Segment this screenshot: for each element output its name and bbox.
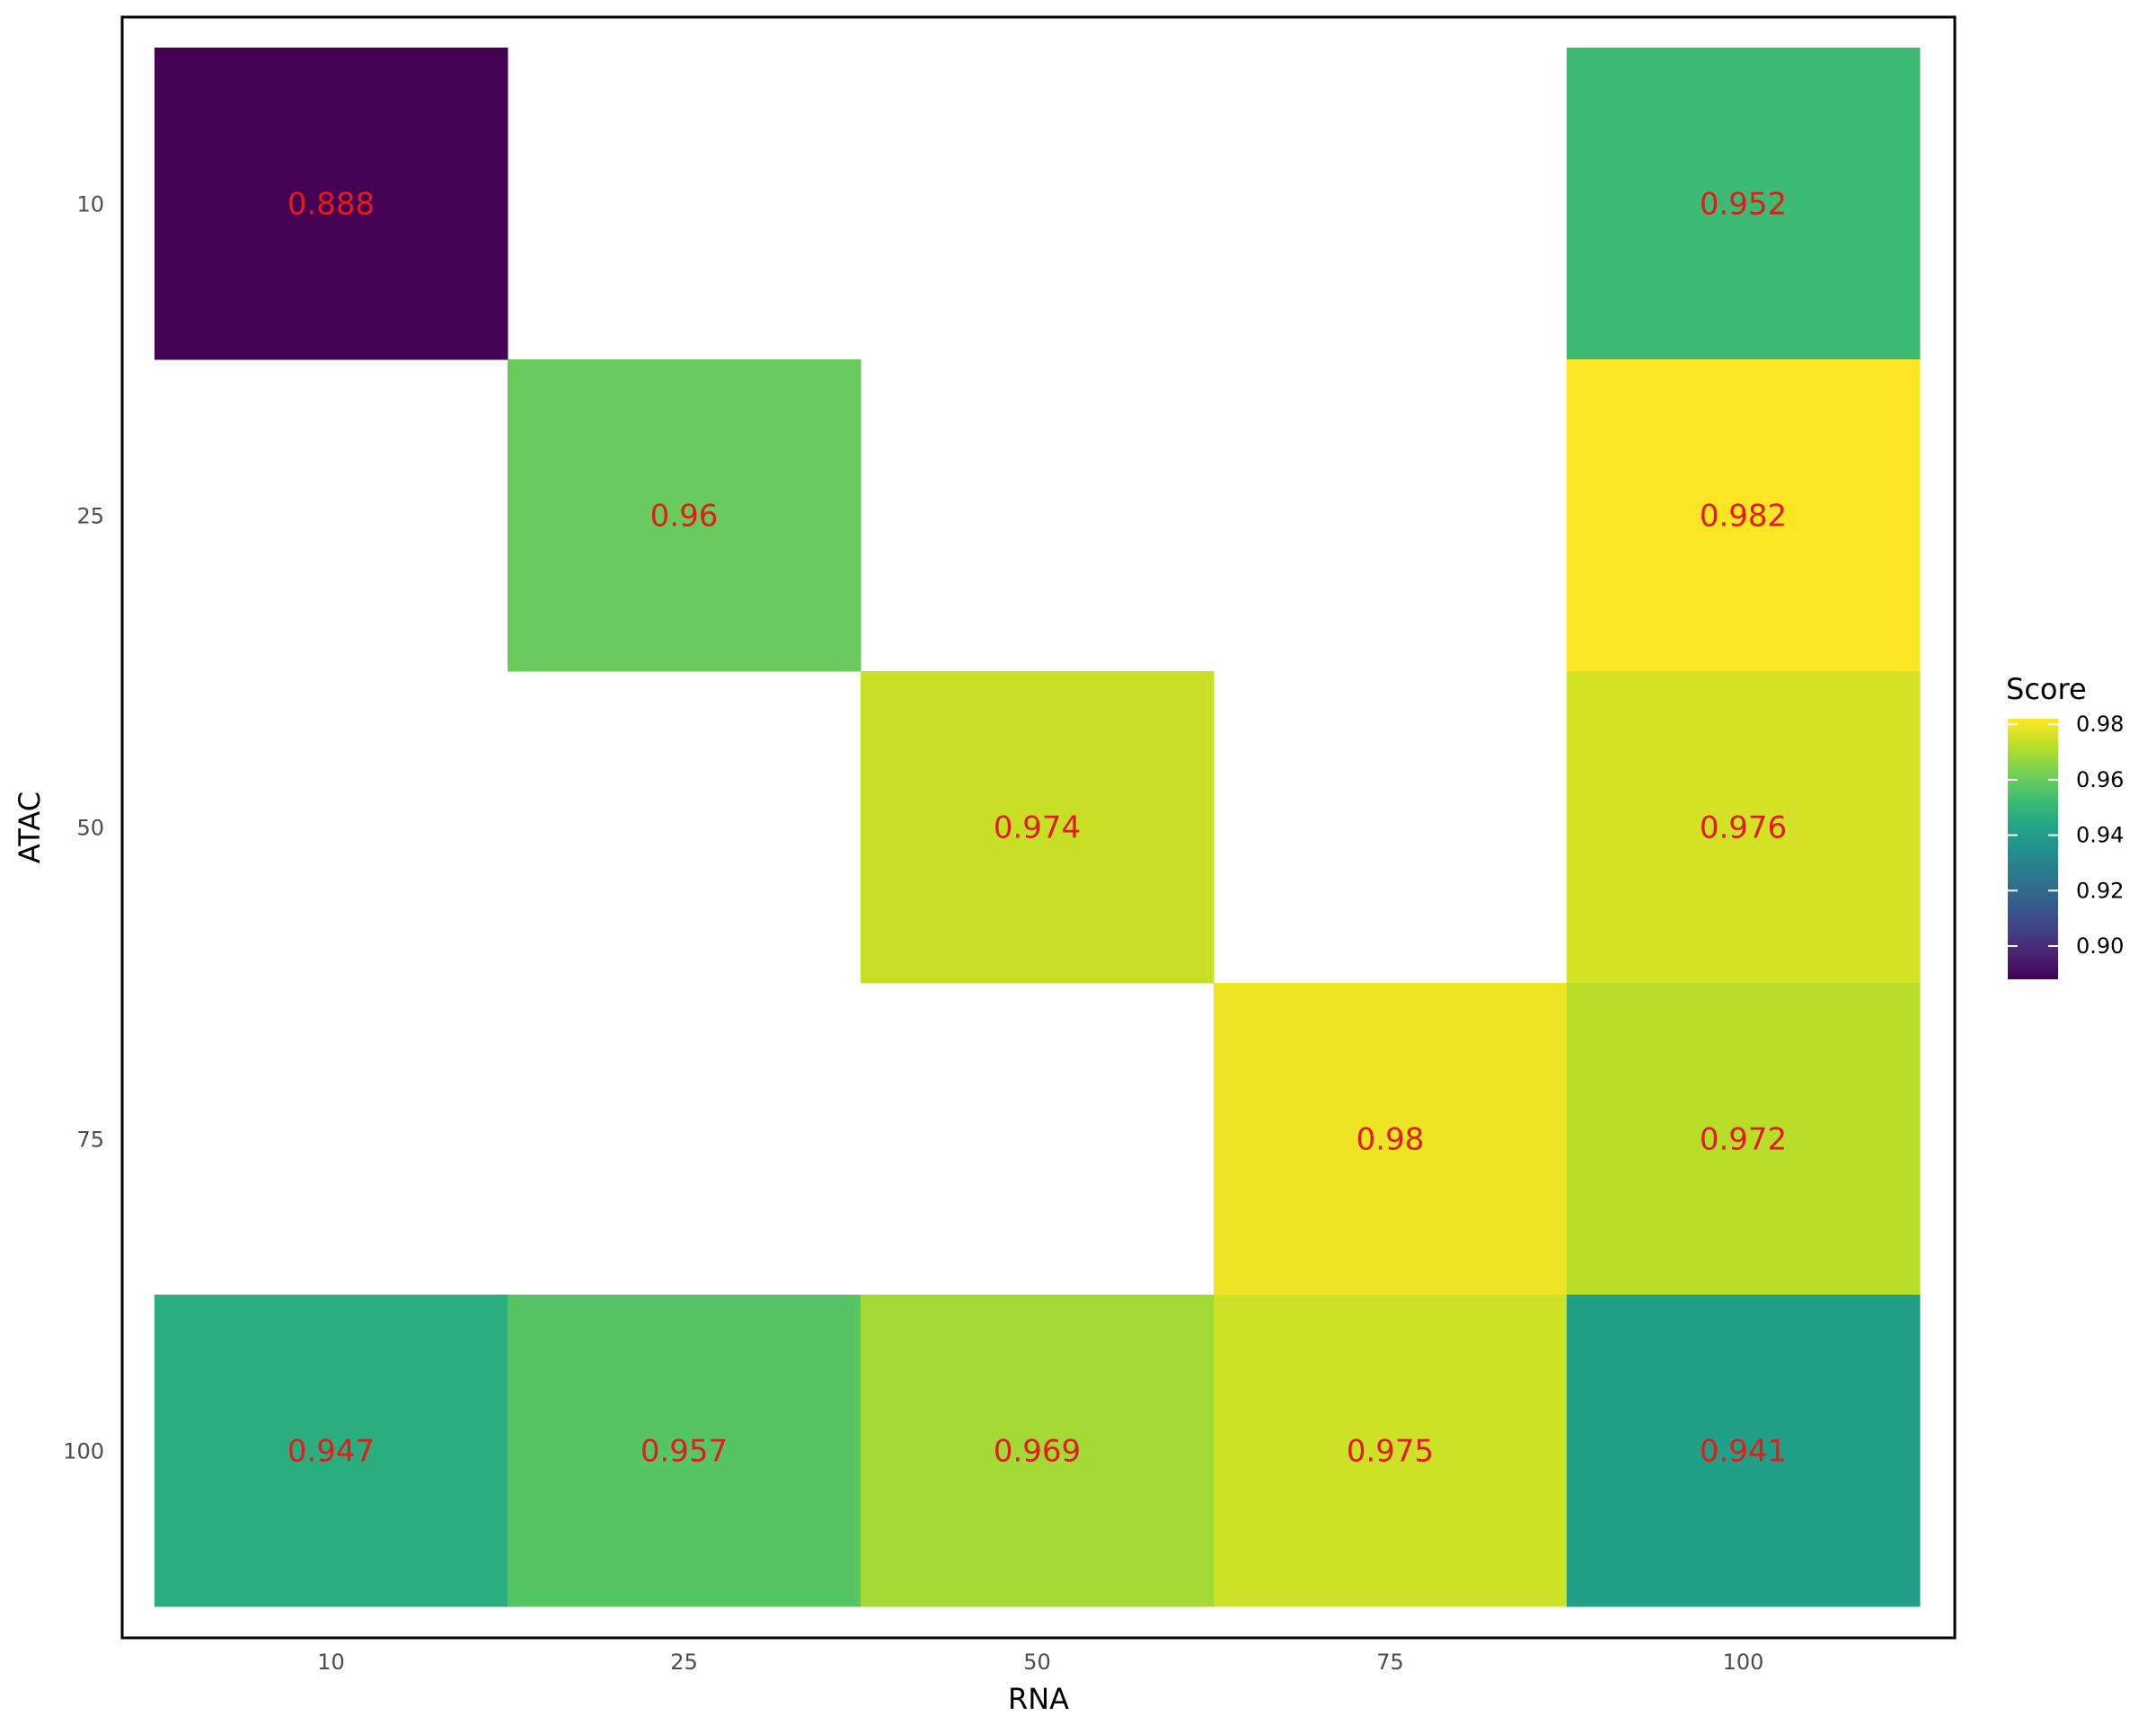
legend-colorbar — [2008, 719, 2058, 979]
x-axis-ticks: 10 25 50 75 100 — [317, 1650, 1763, 1675]
cell-value-label: 0.975 — [1347, 1434, 1434, 1470]
cell-value-label: 0.976 — [1700, 810, 1787, 846]
legend-ticks: 0.90 0.92 0.94 0.96 0.98 — [2008, 712, 2124, 959]
color-legend: Score 0.90 0.92 0.94 0.96 0.98 — [2006, 672, 2124, 979]
heatmap-cell — [861, 1295, 1215, 1607]
cell-value-label: 0.952 — [1700, 187, 1787, 223]
legend-tick-label: 0.90 — [2076, 933, 2124, 959]
legend-tick-label: 0.96 — [2076, 767, 2124, 792]
y-axis-title: ATAC — [13, 792, 47, 863]
y-tick-label: 50 — [76, 816, 104, 841]
cell-value-label: 0.957 — [641, 1434, 728, 1470]
y-tick-label: 75 — [76, 1128, 104, 1153]
cell-value-label: 0.982 — [1700, 499, 1787, 535]
cell-value-label: 0.941 — [1700, 1434, 1787, 1470]
legend-title: Score — [2006, 672, 2087, 706]
heatmap-cell — [155, 48, 508, 360]
x-tick-label: 50 — [1023, 1650, 1051, 1675]
heatmap-cell — [1567, 359, 1921, 672]
x-tick-label: 25 — [670, 1650, 698, 1675]
x-axis-title: RNA — [1008, 1682, 1069, 1716]
panel-border — [120, 15, 1957, 1640]
heatmap-cell — [1567, 48, 1921, 360]
heatmap-cell — [861, 671, 1215, 984]
cell-value-label: 0.969 — [994, 1434, 1081, 1470]
x-tick-label: 10 — [317, 1650, 345, 1675]
cell-value-label: 0.96 — [650, 499, 719, 535]
y-tick-label: 25 — [76, 504, 104, 529]
heatmap-cell — [1567, 671, 1921, 984]
legend-tick-label: 0.94 — [2076, 823, 2124, 848]
x-tick-label: 75 — [1376, 1650, 1404, 1675]
y-tick-label: 10 — [76, 192, 104, 217]
cell-value-label: 0.947 — [287, 1434, 375, 1470]
cell-value-labels: 0.888 0.952 0.96 0.982 0.974 0.976 0.98 0.972 0.… — [287, 187, 1787, 1470]
heatmap-cell — [1214, 1295, 1568, 1607]
heatmap-cell — [1567, 983, 1921, 1296]
cell-value-label: 0.888 — [287, 187, 375, 223]
cell-value-label: 0.98 — [1356, 1122, 1425, 1158]
legend-tick-label: 0.92 — [2076, 878, 2124, 903]
heatmap-cell — [1214, 983, 1568, 1296]
heatmap-cells — [155, 48, 1921, 1607]
y-tick-label: 100 — [63, 1439, 104, 1464]
legend-tick-label: 0.98 — [2076, 712, 2124, 737]
heatmap-cell — [508, 1295, 862, 1607]
heatmap-cell — [1567, 1295, 1921, 1607]
cell-value-label: 0.972 — [1700, 1122, 1787, 1158]
y-axis-ticks: 10 25 50 75 100 — [63, 192, 104, 1464]
heatmap-cell — [155, 1295, 508, 1607]
x-tick-label: 100 — [1723, 1650, 1764, 1675]
heatmap-cell — [508, 359, 862, 672]
cell-value-label: 0.974 — [994, 810, 1081, 846]
